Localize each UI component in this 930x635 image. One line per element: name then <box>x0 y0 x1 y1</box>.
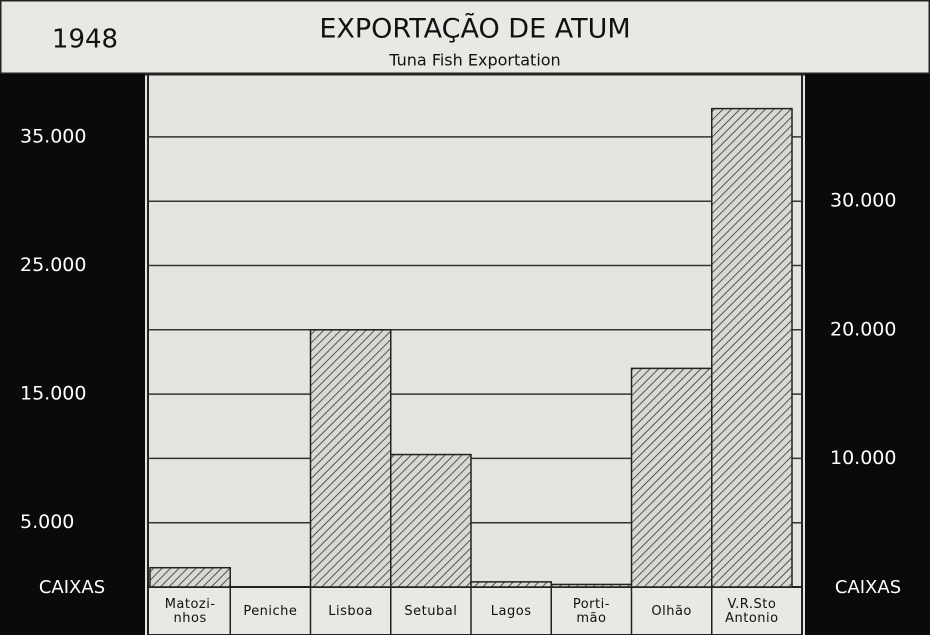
x-tick-label: Peniche <box>243 604 298 619</box>
y-tick-label: 35.000 <box>20 125 86 147</box>
bar <box>149 566 231 588</box>
y2-tick-label: 10.000 <box>830 447 896 469</box>
x-tick-label: Setubal <box>404 604 458 619</box>
bar <box>550 583 633 588</box>
chart-subtitle: Tuna Fish Exportation <box>388 51 560 70</box>
x-tick-label: V.R.Sto Antonio <box>725 597 779 626</box>
category-row <box>147 586 803 635</box>
y-tick-label: 5.000 <box>20 511 74 533</box>
bar <box>390 453 472 588</box>
bar <box>630 367 713 588</box>
header-band <box>0 0 930 76</box>
bar <box>711 107 793 588</box>
bar <box>470 581 552 588</box>
y2-axis-label: CAIXAS <box>835 577 901 598</box>
x-tick-label: Olhão <box>651 604 692 619</box>
y2-tick-label: 20.000 <box>830 318 896 340</box>
year-label: 1948 <box>52 25 118 55</box>
x-tick-label: Porti- mão <box>572 597 610 626</box>
right-panel <box>805 74 930 635</box>
left-panel <box>0 74 145 635</box>
y-tick-label: 15.000 <box>20 383 86 405</box>
x-tick-label: Matozi- nhos <box>164 597 216 626</box>
x-tick-label: Lagos <box>490 604 532 619</box>
chart-title: EXPORTAÇÃO DE ATUM <box>319 13 630 45</box>
bar <box>309 329 392 588</box>
x-tick-label: Lisboa <box>328 604 374 619</box>
y-axis-label: CAIXAS <box>39 577 105 598</box>
y2-tick-label: 30.000 <box>830 190 896 212</box>
y-tick-label: 25.000 <box>20 254 86 276</box>
